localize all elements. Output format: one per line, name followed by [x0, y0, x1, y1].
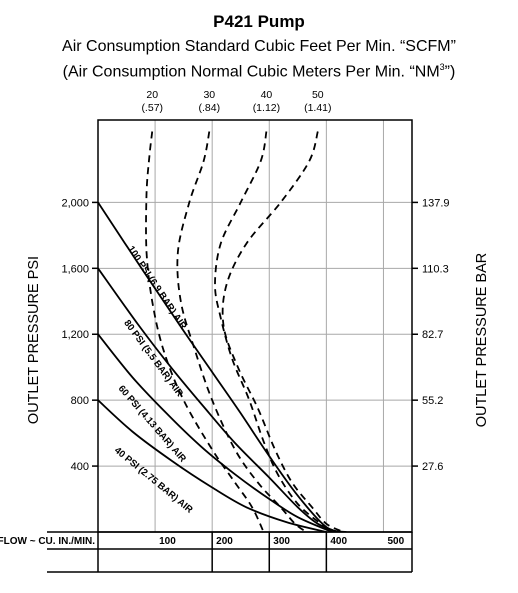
- x-axis-tick-label: 300: [273, 536, 290, 547]
- left-axis-tick-label: 800: [71, 395, 89, 407]
- scfm-curve-line: [221, 131, 344, 532]
- scfm-curve-line: [176, 131, 307, 532]
- right-axis-tick-label: 110.3: [422, 263, 449, 275]
- x-axis-title: FLOW ~ CU. IN./MIN.: [0, 536, 95, 547]
- nm3-curve-label: (.57): [141, 102, 163, 114]
- air-curve-line: [98, 201, 347, 532]
- air-curve-label: 80 PSI (5.5 BAR) AIR: [121, 318, 185, 399]
- air-consumption-curves: [145, 131, 344, 532]
- scfm-curve-line: [145, 131, 265, 532]
- right-axis-title: OUTLET PRESSURE BAR: [474, 253, 490, 428]
- left-axis-tick-label: 2,000: [61, 197, 89, 209]
- nm3-curve-label: (1.12): [253, 102, 280, 114]
- air-curve-line: [98, 267, 339, 532]
- axis-labels: 20(.57) 30(.84) 40(1.12) 50(1.41) 400 800 1,20…: [26, 89, 490, 473]
- right-axis-tick-label: 55.2: [422, 395, 443, 407]
- scfm-curve-label: 30: [203, 89, 215, 101]
- air-curve-line: [98, 399, 327, 532]
- chart-subtitle-scfm: Air Consumption Standard Cubic Feet Per …: [62, 38, 456, 55]
- right-axis-tick-label: 82.7: [422, 329, 443, 341]
- chart-subtitle-nm3: (Air Consumption Normal Cubic Meters Per…: [0, 62, 518, 81]
- flow-axis-table: FLOW ~ CU. IN./MIN. 100 200 300 400 500: [0, 531, 413, 573]
- right-axis-tick-label: 27.6: [422, 461, 443, 473]
- nm3-curve-label: (1.41): [304, 102, 331, 114]
- x-axis-tick-label: 400: [330, 536, 347, 547]
- left-axis-tick-label: 1,600: [61, 263, 89, 275]
- x-axis-tick-label: 100: [159, 536, 176, 547]
- left-axis-tick-label: 1,200: [61, 329, 89, 341]
- x-axis-tick-label: 500: [387, 536, 404, 547]
- subtitle-nm3-close: ”): [444, 63, 456, 81]
- left-axis-title: OUTLET PRESSURE PSI: [26, 256, 42, 424]
- scfm-curve-line: [214, 131, 333, 532]
- nm3-curve-label: (.84): [199, 102, 221, 114]
- left-axis-tick-label: 400: [71, 461, 89, 473]
- grid-lines: [98, 120, 412, 532]
- right-axis-tick-label: 137.9: [422, 197, 450, 209]
- x-axis-tick-label: 200: [216, 536, 233, 547]
- scfm-curve-label: 50: [312, 89, 324, 101]
- scfm-curve-label: 20: [146, 89, 158, 101]
- air-curve-line: [98, 333, 333, 532]
- chart-title: P421 Pump: [213, 12, 305, 31]
- scfm-curve-label: 40: [261, 89, 273, 101]
- subtitle-nm3-superscript: 3: [439, 62, 445, 72]
- subtitle-nm3-text: (Air Consumption Normal Cubic Meters Per…: [62, 63, 440, 81]
